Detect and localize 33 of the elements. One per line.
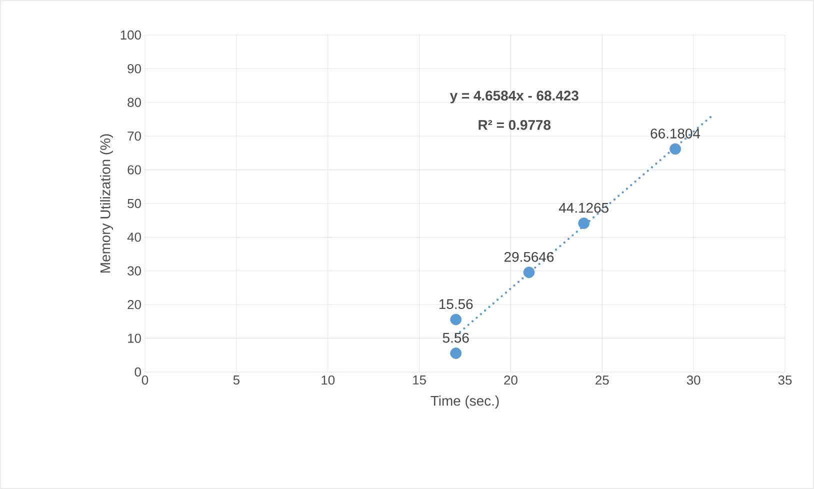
y-axis-title: Memory Utilization (%) bbox=[100, 134, 114, 272]
y-tick-label: 0 bbox=[134, 367, 141, 377]
data-label: 66.1804 bbox=[650, 128, 700, 138]
point bbox=[670, 143, 681, 155]
y-tick-label: 10 bbox=[128, 334, 141, 343]
point bbox=[450, 314, 462, 326]
y-tick-label: 40 bbox=[127, 232, 141, 242]
y-tick-label: 50 bbox=[128, 198, 141, 208]
y-tick-label: 70 bbox=[128, 132, 141, 141]
data-label: 15.56 bbox=[439, 299, 473, 310]
x-tick-label: 5 bbox=[233, 376, 240, 385]
y-tick-label: 20 bbox=[128, 300, 141, 310]
y-tick-label: 90 bbox=[128, 64, 141, 74]
data-label: 5.56 bbox=[442, 332, 469, 343]
point bbox=[450, 348, 462, 359]
y-tick-label: 60 bbox=[128, 165, 141, 174]
x-tick-label: 25 bbox=[596, 376, 609, 385]
x-tick-label: 35 bbox=[778, 376, 792, 385]
y-tick-label: 80 bbox=[128, 98, 141, 107]
x-tick-label: 30 bbox=[686, 376, 700, 385]
x-axis-title: Time (sec.) bbox=[430, 396, 499, 409]
y-tick-label: 30 bbox=[128, 266, 141, 276]
data-label: 29.5646 bbox=[504, 252, 554, 262]
x-tick-label: 20 bbox=[504, 376, 518, 385]
x-tick-label: 0 bbox=[142, 376, 148, 385]
x-tick-label: 15 bbox=[413, 376, 426, 385]
annotation: y = 4.6584x - 68.423 bbox=[450, 90, 578, 104]
y-tick-label: 100 bbox=[120, 30, 141, 40]
point bbox=[523, 266, 535, 278]
data-label: 44.1265 bbox=[558, 202, 608, 213]
point bbox=[578, 218, 590, 229]
x-tick-label: 10 bbox=[322, 376, 335, 385]
annotation: R² = 0.9778 bbox=[478, 120, 551, 130]
